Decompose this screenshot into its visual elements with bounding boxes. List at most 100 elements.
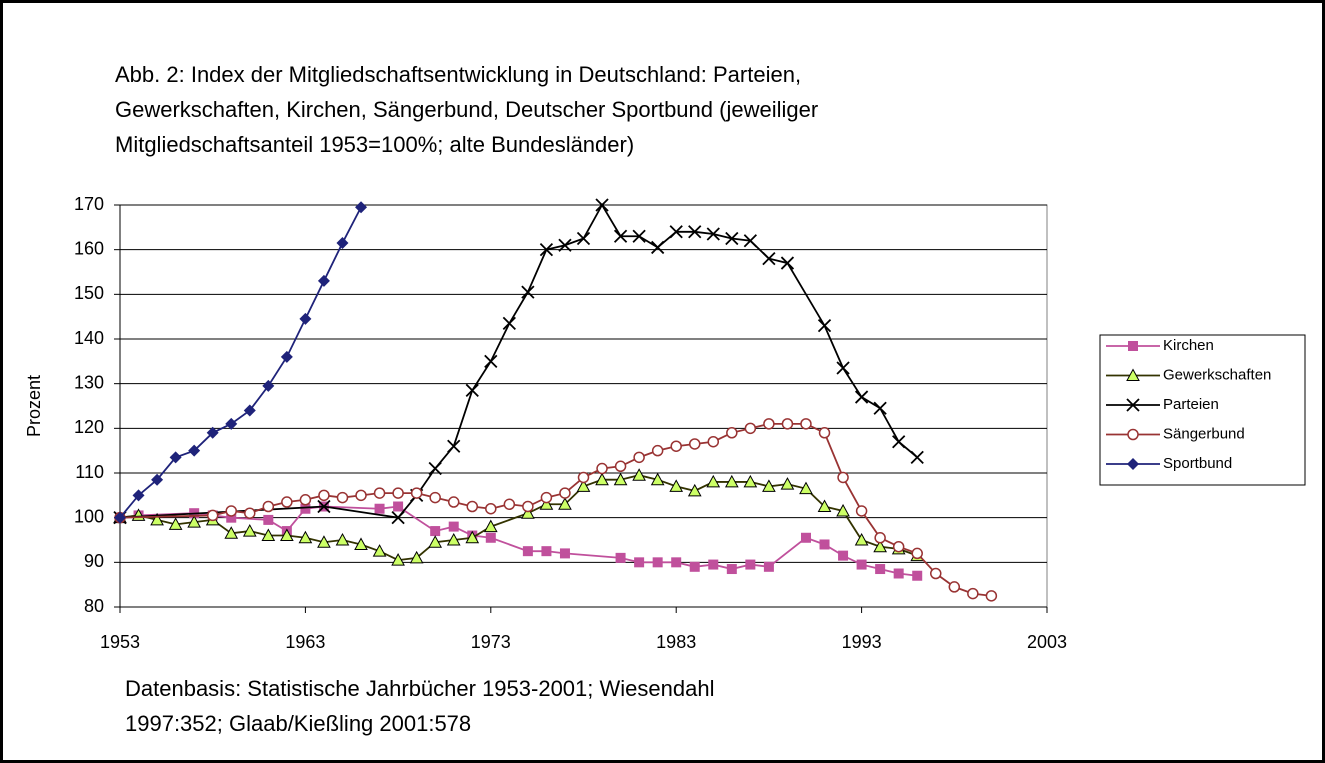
- marker: [168, 517, 183, 530]
- marker: [874, 532, 886, 544]
- marker: [762, 479, 776, 492]
- marker: [281, 496, 293, 508]
- marker: [521, 506, 535, 519]
- marker: [132, 489, 145, 502]
- marker: [485, 502, 497, 515]
- marker: [743, 474, 758, 488]
- x-tick-label: 1993: [842, 632, 882, 652]
- marker: [226, 512, 237, 523]
- marker: [632, 229, 646, 243]
- marker: [225, 417, 238, 430]
- marker: [652, 557, 663, 568]
- title-line: Abb. 2: Index der Mitgliedschaftsentwick…: [115, 62, 801, 87]
- marker: [485, 532, 496, 543]
- marker: [743, 234, 757, 248]
- y-tick-label: 120: [74, 417, 104, 437]
- marker: [225, 505, 237, 517]
- marker: [243, 404, 256, 417]
- marker: [188, 444, 201, 457]
- marker: [262, 500, 275, 513]
- marker: [1127, 428, 1139, 441]
- marker: [910, 450, 924, 465]
- marker: [522, 546, 533, 557]
- marker: [262, 379, 275, 392]
- marker: [725, 231, 739, 246]
- marker: [391, 553, 405, 566]
- marker: [298, 530, 313, 544]
- y-tick-label: 100: [74, 506, 104, 526]
- x-tick-label: 1953: [100, 632, 140, 652]
- marker: [114, 511, 126, 524]
- marker: [448, 521, 459, 532]
- marker: [726, 427, 738, 439]
- marker: [446, 532, 461, 546]
- marker: [818, 427, 831, 439]
- marker: [873, 401, 887, 415]
- marker: [559, 548, 570, 559]
- marker: [299, 494, 312, 506]
- marker: [615, 552, 626, 563]
- marker: [854, 532, 869, 546]
- y-tick-label: 170: [74, 194, 104, 214]
- marker: [892, 435, 906, 449]
- note-line: 1997:352; Glaab/Kießling 2001:578: [125, 711, 471, 736]
- marker: [817, 499, 832, 512]
- y-tick-label: 150: [74, 283, 104, 303]
- marker: [336, 491, 349, 504]
- marker: [689, 561, 700, 572]
- marker: [355, 489, 367, 502]
- marker: [595, 198, 609, 212]
- marker: [392, 487, 404, 499]
- marker: [336, 236, 349, 249]
- marker: [410, 487, 423, 499]
- marker: [465, 530, 480, 544]
- marker: [466, 500, 479, 513]
- marker: [854, 390, 869, 404]
- marker: [855, 505, 868, 517]
- marker: [706, 474, 721, 488]
- marker: [799, 481, 813, 495]
- marker: [670, 440, 682, 452]
- marker: [613, 229, 628, 243]
- marker: [708, 559, 719, 570]
- x-tick-label: 1973: [471, 632, 511, 652]
- marker: [187, 515, 202, 528]
- marker: [558, 238, 572, 252]
- marker: [800, 418, 812, 430]
- series-line: [119, 505, 918, 577]
- legend-label: Sportbund: [1163, 455, 1232, 472]
- series-line: [119, 206, 362, 519]
- legend-label: Gewerkschaften: [1163, 366, 1271, 383]
- x-tick-label: 1983: [656, 632, 696, 652]
- marker: [521, 285, 535, 299]
- marker: [781, 418, 794, 430]
- marker: [391, 511, 405, 525]
- marker: [484, 354, 498, 368]
- marker: [206, 426, 219, 439]
- marker: [780, 256, 795, 270]
- marker: [651, 444, 664, 457]
- marker: [687, 483, 702, 497]
- marker: [576, 479, 591, 492]
- marker: [522, 500, 534, 513]
- marker: [669, 479, 684, 492]
- marker: [614, 460, 627, 473]
- marker: [724, 474, 739, 488]
- marker: [634, 557, 645, 568]
- marker: [836, 503, 850, 517]
- marker: [596, 462, 608, 475]
- marker: [800, 532, 811, 543]
- marker: [819, 539, 830, 550]
- marker: [836, 361, 850, 375]
- marker: [502, 316, 516, 331]
- marker: [873, 539, 887, 553]
- marker: [726, 564, 737, 575]
- marker: [892, 540, 905, 553]
- marker: [688, 225, 702, 239]
- marker: [335, 532, 350, 546]
- marker: [1128, 341, 1138, 351]
- note-line: Datenbasis: Statistische Jahrbücher 1953…: [125, 676, 714, 701]
- marker: [762, 251, 776, 266]
